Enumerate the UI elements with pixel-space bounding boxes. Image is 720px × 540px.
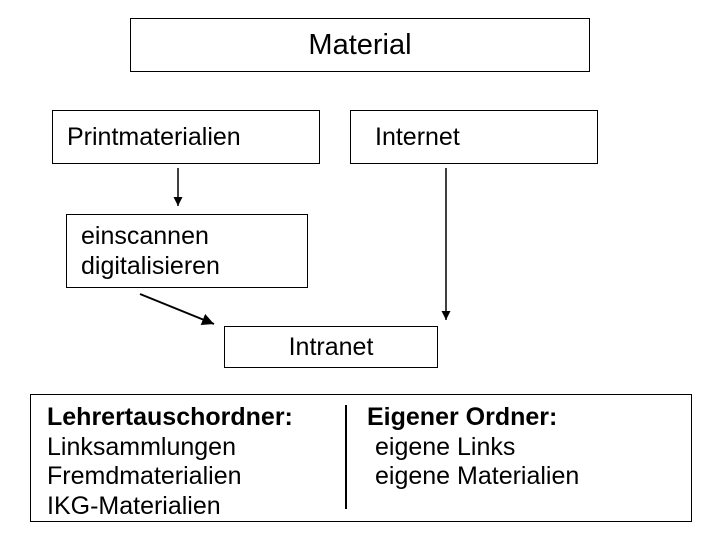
bottom-left-line-2: IKG-Materialien	[47, 492, 293, 522]
bottom-divider	[345, 405, 347, 509]
bottom-left-col: Lehrertauschordner: Linksammlungen Fremd…	[47, 403, 293, 521]
node-intranet: Intranet	[224, 326, 438, 368]
node-material: Material	[130, 18, 590, 72]
diagram-stage: Material Printmaterialien Internet einsc…	[0, 0, 720, 540]
node-material-label: Material	[308, 29, 411, 62]
node-internet-label: Internet	[365, 123, 460, 152]
bottom-left-heading: Lehrertauschordner:	[47, 403, 293, 433]
bottom-right-heading: Eigener Ordner:	[367, 403, 579, 433]
node-einscannen-line2: digitalisieren	[81, 251, 293, 281]
node-bottom: Lehrertauschordner: Linksammlungen Fremd…	[30, 394, 692, 522]
bottom-left-line-1: Fremdmaterialien	[47, 462, 293, 492]
bottom-right-col: Eigener Ordner: eigene Links eigene Mate…	[367, 403, 579, 492]
node-internet: Internet	[350, 110, 598, 164]
bottom-left-line-0: Linksammlungen	[47, 433, 293, 463]
bottom-right-line-0: eigene Links	[367, 433, 579, 463]
node-intranet-label: Intranet	[289, 333, 374, 362]
bottom-right-line-1: eigene Materialien	[367, 462, 579, 492]
node-print-label: Printmaterialien	[67, 123, 241, 152]
node-einscannen-line1: einscannen	[81, 221, 293, 251]
node-einscannen: einscannen digitalisieren	[66, 214, 308, 288]
node-print: Printmaterialien	[52, 110, 320, 164]
edge-einscannen-intranet	[140, 294, 214, 324]
